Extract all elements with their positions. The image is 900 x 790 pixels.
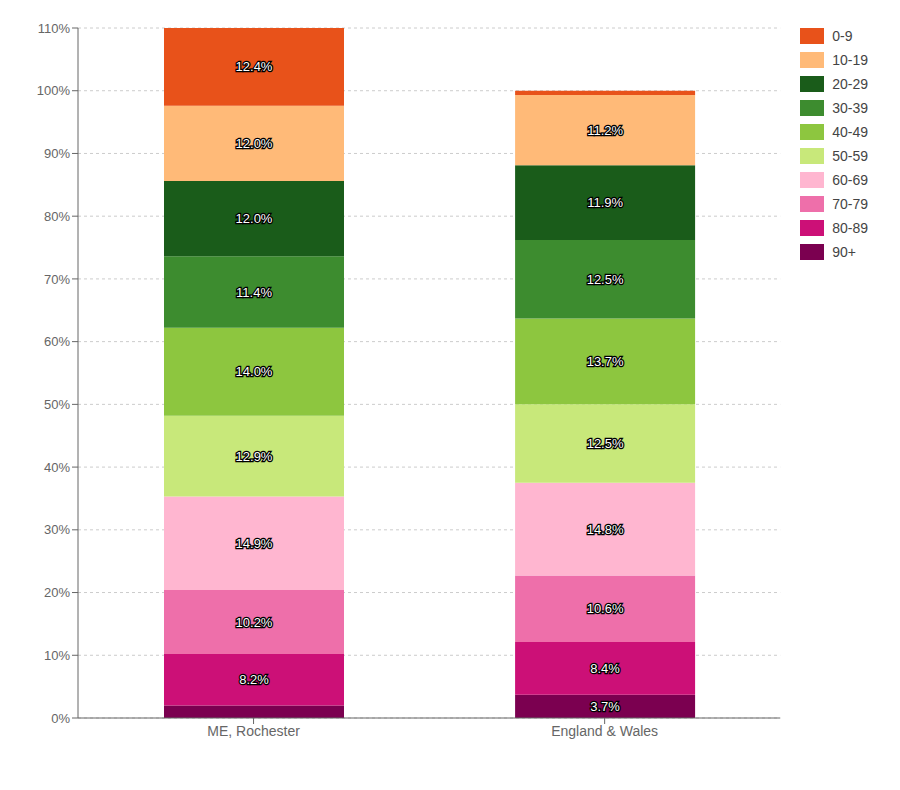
svg-text:30%: 30% xyxy=(44,522,70,537)
svg-text:0%: 0% xyxy=(51,711,70,726)
svg-text:11.2%: 11.2% xyxy=(587,123,623,138)
svg-text:12.5%: 12.5% xyxy=(587,272,624,287)
svg-text:110%: 110% xyxy=(38,21,71,36)
svg-text:3.7%: 3.7% xyxy=(590,699,620,714)
svg-text:10%: 10% xyxy=(44,648,70,663)
svg-text:10.6%: 10.6% xyxy=(587,601,624,616)
svg-text:ME, Rochester: ME, Rochester xyxy=(207,723,300,739)
html-text:40-49: 40-49 xyxy=(832,124,868,140)
svg-text:13.7%: 13.7% xyxy=(587,354,624,369)
html-text:10-19: 10-19 xyxy=(832,52,868,68)
html-text:80-89: 80-89 xyxy=(832,220,868,236)
html-text:0-9: 0-9 xyxy=(832,28,853,44)
svg-text:14.9%: 14.9% xyxy=(236,536,273,551)
svg-text:14.0%: 14.0% xyxy=(236,364,273,379)
svg-text:40%: 40% xyxy=(44,460,70,475)
svg-text:11.9%: 11.9% xyxy=(587,195,623,210)
svg-text:80%: 80% xyxy=(44,209,70,224)
html-text:70-79: 70-79 xyxy=(832,196,868,212)
svg-text:11.4%: 11.4% xyxy=(236,285,272,300)
svg-text:90%: 90% xyxy=(44,146,70,161)
svg-text:100%: 100% xyxy=(37,83,71,98)
svg-text:70%: 70% xyxy=(44,272,70,287)
svg-text:12.0%: 12.0% xyxy=(236,136,273,151)
html-text:20-29: 20-29 xyxy=(832,76,868,92)
svg-text:12.4%: 12.4% xyxy=(236,59,273,74)
html-text:30-39: 30-39 xyxy=(832,100,868,116)
svg-text:8.4%: 8.4% xyxy=(590,661,620,676)
svg-text:12.0%: 12.0% xyxy=(236,211,273,226)
html-text:50-59: 50-59 xyxy=(832,148,868,164)
svg-text:14.8%: 14.8% xyxy=(587,522,624,537)
svg-text:60%: 60% xyxy=(44,334,70,349)
svg-text:8.2%: 8.2% xyxy=(239,672,269,687)
svg-text:12.5%: 12.5% xyxy=(587,436,624,451)
svg-text:20%: 20% xyxy=(44,585,70,600)
svg-text:10.2%: 10.2% xyxy=(236,615,273,630)
svg-text:12.9%: 12.9% xyxy=(236,449,273,464)
html-text:90+: 90+ xyxy=(832,244,856,260)
html-text:60-69: 60-69 xyxy=(832,172,868,188)
svg-text:England & Wales: England & Wales xyxy=(551,723,658,739)
svg-text:50%: 50% xyxy=(44,397,70,412)
